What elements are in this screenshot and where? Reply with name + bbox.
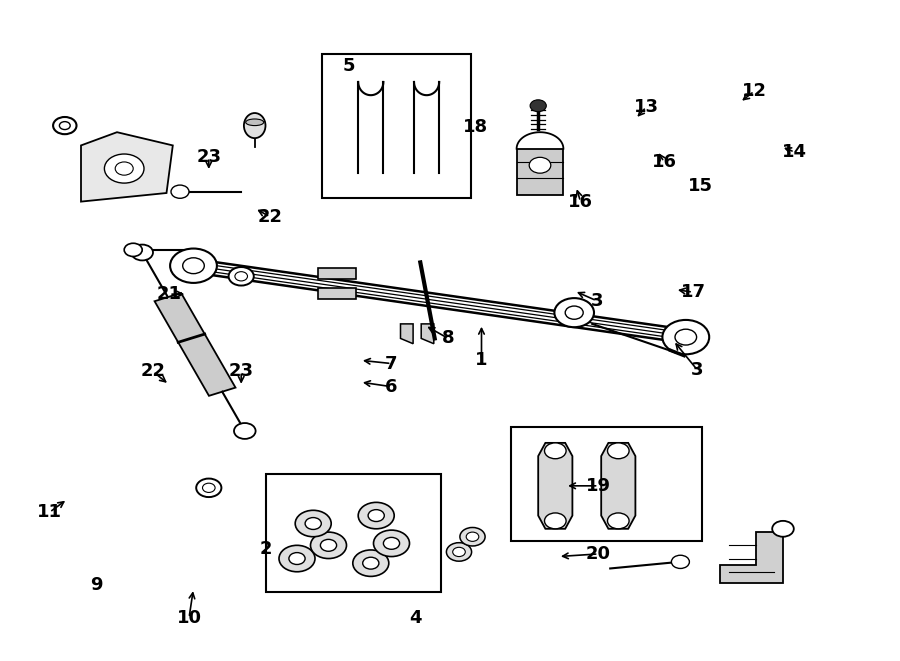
Circle shape (358, 502, 394, 529)
Circle shape (295, 510, 331, 537)
Polygon shape (538, 443, 572, 529)
Text: 23: 23 (196, 148, 221, 167)
Circle shape (196, 479, 221, 497)
Circle shape (772, 521, 794, 537)
Circle shape (279, 545, 315, 572)
Circle shape (530, 100, 546, 112)
Text: 4: 4 (410, 609, 422, 627)
Circle shape (460, 527, 485, 546)
Circle shape (115, 162, 133, 175)
Polygon shape (421, 324, 434, 344)
Circle shape (183, 258, 204, 274)
Circle shape (608, 443, 629, 459)
Circle shape (544, 443, 566, 459)
Circle shape (131, 245, 153, 260)
Circle shape (53, 117, 76, 134)
Circle shape (235, 272, 248, 281)
Text: 6: 6 (385, 377, 398, 396)
Text: 17: 17 (680, 283, 706, 301)
Bar (318, 288, 356, 299)
Circle shape (59, 122, 70, 130)
Circle shape (466, 532, 479, 541)
Text: 22: 22 (140, 362, 166, 381)
Circle shape (554, 298, 594, 327)
Text: 20: 20 (586, 545, 611, 563)
Text: 7: 7 (385, 354, 398, 373)
Text: 14: 14 (782, 143, 807, 161)
Ellipse shape (244, 113, 266, 138)
Circle shape (671, 555, 689, 568)
Circle shape (104, 154, 144, 183)
Text: 5: 5 (343, 57, 356, 75)
Circle shape (565, 306, 583, 319)
Circle shape (310, 532, 346, 559)
Circle shape (446, 543, 472, 561)
Text: 16: 16 (568, 192, 593, 211)
Text: 15: 15 (688, 177, 713, 196)
Circle shape (353, 550, 389, 576)
Circle shape (171, 185, 189, 198)
Circle shape (453, 547, 465, 557)
Text: 22: 22 (257, 208, 283, 226)
Circle shape (320, 539, 337, 551)
Text: 3: 3 (590, 292, 603, 310)
Circle shape (383, 537, 400, 549)
Circle shape (608, 513, 629, 529)
Circle shape (229, 267, 254, 286)
Text: 1: 1 (475, 351, 488, 369)
Bar (266, 474, 441, 592)
Bar (517, 149, 563, 195)
Text: 23: 23 (229, 362, 254, 381)
Polygon shape (400, 324, 413, 344)
Text: 19: 19 (586, 477, 611, 495)
Bar (322, 54, 471, 198)
Text: 12: 12 (742, 82, 767, 100)
Text: 16: 16 (652, 153, 677, 171)
Text: 18: 18 (463, 118, 488, 136)
Ellipse shape (246, 119, 264, 126)
Circle shape (305, 518, 321, 529)
Text: 9: 9 (90, 576, 103, 594)
Circle shape (662, 320, 709, 354)
Text: 8: 8 (442, 329, 454, 348)
Circle shape (363, 557, 379, 569)
Circle shape (529, 157, 551, 173)
Circle shape (234, 423, 256, 439)
Circle shape (289, 553, 305, 564)
Circle shape (202, 483, 215, 492)
Circle shape (544, 513, 566, 529)
Circle shape (368, 510, 384, 522)
Polygon shape (720, 532, 783, 583)
Polygon shape (81, 132, 173, 202)
Circle shape (170, 249, 217, 283)
Circle shape (374, 530, 410, 557)
Circle shape (124, 243, 142, 256)
Text: 3: 3 (691, 361, 704, 379)
Text: 11: 11 (37, 503, 62, 522)
Bar (511, 427, 702, 541)
Circle shape (675, 329, 697, 345)
Polygon shape (155, 293, 236, 396)
Text: 21: 21 (157, 285, 182, 303)
Text: 10: 10 (176, 609, 202, 627)
Bar (318, 268, 356, 279)
Text: 13: 13 (634, 98, 659, 116)
Polygon shape (601, 443, 635, 529)
Text: 2: 2 (259, 539, 272, 558)
